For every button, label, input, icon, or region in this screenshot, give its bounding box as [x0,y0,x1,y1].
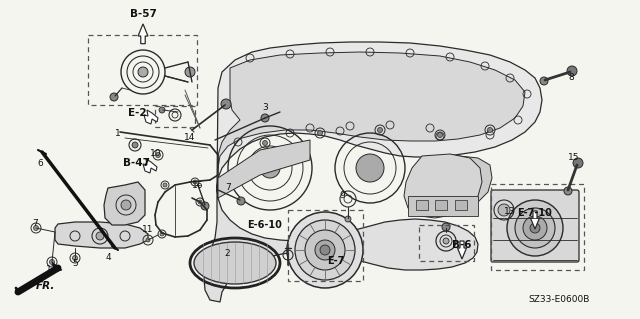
Bar [455,200,467,210]
Text: B-47: B-47 [124,158,150,168]
Polygon shape [55,222,148,248]
Circle shape [573,158,583,168]
Text: 13: 13 [504,207,516,217]
Circle shape [515,208,555,248]
Circle shape [49,259,54,264]
Polygon shape [204,188,478,302]
Bar [155,106,195,127]
Text: 3: 3 [262,103,268,113]
Polygon shape [144,110,158,124]
Circle shape [442,223,450,231]
Bar [288,210,363,281]
Circle shape [221,99,231,109]
Text: E-6-10: E-6-10 [248,220,282,230]
Circle shape [193,180,197,184]
Circle shape [345,216,351,222]
Polygon shape [104,182,145,225]
Circle shape [498,204,510,216]
Circle shape [156,152,161,158]
Circle shape [438,132,442,137]
Polygon shape [52,262,62,272]
Circle shape [201,202,209,210]
Polygon shape [531,211,540,229]
Polygon shape [404,154,482,218]
Text: 2: 2 [224,249,230,257]
Circle shape [96,232,104,240]
Bar [88,35,197,105]
Text: B-57: B-57 [129,9,156,19]
Polygon shape [143,159,157,173]
Text: 4: 4 [105,254,111,263]
Text: 7: 7 [225,183,231,192]
Circle shape [121,200,131,210]
Circle shape [530,223,540,233]
Circle shape [523,216,547,240]
Circle shape [287,212,363,288]
Circle shape [185,67,195,77]
Text: 16: 16 [192,181,204,189]
Text: E-7-10: E-7-10 [518,208,552,218]
Circle shape [72,256,77,261]
Circle shape [443,238,449,244]
Circle shape [163,183,167,187]
Circle shape [295,220,355,280]
Text: 5: 5 [72,258,78,268]
Bar [435,200,447,210]
Circle shape [110,93,118,101]
Circle shape [237,197,245,205]
Circle shape [159,107,165,113]
Polygon shape [217,42,542,188]
Text: 9: 9 [339,190,345,199]
Circle shape [320,245,330,255]
Circle shape [356,154,384,182]
Circle shape [567,66,577,76]
Circle shape [378,128,383,132]
Text: 11: 11 [142,226,154,234]
Circle shape [260,158,280,178]
Circle shape [317,130,323,136]
Text: FR.: FR. [35,281,54,291]
Text: 12: 12 [46,265,58,275]
Polygon shape [418,155,492,210]
Circle shape [146,238,150,242]
Ellipse shape [194,242,276,284]
Text: 15: 15 [568,152,580,161]
Polygon shape [138,24,148,44]
Circle shape [261,114,269,122]
Circle shape [488,128,493,132]
Text: SZ33-E0600B: SZ33-E0600B [528,295,589,305]
Text: B-6: B-6 [452,240,472,250]
Text: 6: 6 [37,159,43,167]
FancyBboxPatch shape [491,190,579,262]
Text: 14: 14 [184,133,196,143]
Polygon shape [218,140,310,198]
Text: 1: 1 [115,129,121,137]
Text: 10: 10 [150,149,162,158]
Text: E-7: E-7 [327,256,345,266]
Text: 7: 7 [32,219,38,227]
Circle shape [564,187,572,195]
Circle shape [132,142,138,148]
Text: 8: 8 [568,72,574,81]
Circle shape [262,140,268,145]
Circle shape [160,232,164,236]
Circle shape [315,240,335,260]
Circle shape [138,67,148,77]
Bar [491,184,584,270]
Polygon shape [458,241,467,259]
Circle shape [305,230,345,270]
Circle shape [33,226,38,231]
Bar [419,225,474,261]
Bar [416,200,428,210]
Circle shape [540,77,548,85]
Circle shape [198,200,202,204]
Polygon shape [218,52,525,168]
Circle shape [507,200,563,256]
Polygon shape [408,196,478,216]
Text: E-2: E-2 [128,108,147,118]
